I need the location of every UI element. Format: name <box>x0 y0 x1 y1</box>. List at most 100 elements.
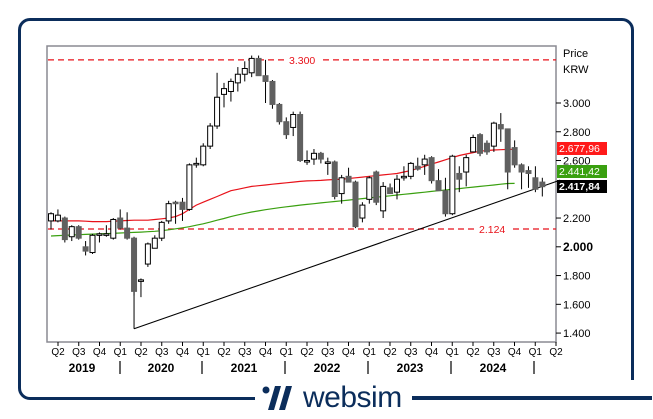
candle <box>269 80 276 105</box>
candle <box>483 142 490 153</box>
y-tick-label: 2.600 <box>563 156 591 168</box>
candle <box>539 181 546 188</box>
brand-logo: websim <box>255 380 653 416</box>
y-tick-label: 1.400 <box>563 328 591 340</box>
y-tick-label: 3.000 <box>563 98 591 110</box>
x-quarter-label: Q4 <box>342 347 356 358</box>
x-quarter-label: Q1 <box>363 347 377 358</box>
candle <box>103 233 110 236</box>
candle <box>366 177 373 200</box>
candle <box>110 218 117 239</box>
x-quarter-label: Q3 <box>155 347 169 358</box>
x-quarter-label: Q4 <box>93 347 107 358</box>
x-quarter-label: Q3 <box>487 347 501 358</box>
candle <box>435 180 442 192</box>
y-tick-label: 1.600 <box>563 299 591 311</box>
price-badge <box>557 165 607 178</box>
level-label: 2.124 <box>479 224 505 236</box>
candle <box>449 155 456 215</box>
candle <box>532 177 539 190</box>
candle <box>338 177 345 195</box>
candle <box>345 175 352 183</box>
x-quarter-label: Q4 <box>176 347 190 358</box>
candle <box>151 237 158 249</box>
y-axis: 3.000 2.800 2.600 2.200 2.000 1.800 1.600 1.400 <box>556 98 593 340</box>
y-axis-unit: KRW <box>563 64 589 76</box>
candle <box>428 157 435 182</box>
x-year-label: 2023 <box>397 361 424 375</box>
candle <box>96 233 103 236</box>
x-year-label: 2019 <box>69 361 96 375</box>
candle <box>497 124 504 130</box>
y-tick-label: 2.200 <box>563 213 591 225</box>
candle <box>131 237 138 292</box>
candle <box>255 57 262 77</box>
x-year-label: 2021 <box>231 361 258 375</box>
candle <box>380 185 387 212</box>
candle <box>48 213 54 222</box>
x-axis: Q2 Q3 Q4 Q1 Q2 Q3 Q4 Q1 Q2 Q3 Q4 Q1 Q2 Q3 Q4 Q1 Q2 Q3 Q4 Q1… <box>51 342 563 375</box>
x-quarter-label: Q1 <box>529 347 543 358</box>
candle <box>387 187 394 195</box>
price-badge <box>557 142 607 155</box>
candle <box>179 201 186 210</box>
y-tick-label: 1.800 <box>563 271 591 283</box>
candle <box>158 221 165 239</box>
candle <box>172 201 179 205</box>
candle <box>525 170 532 174</box>
candle <box>304 160 311 163</box>
candle <box>234 73 241 84</box>
candle <box>186 164 193 210</box>
x-quarter-label: Q2 <box>217 347 231 358</box>
x-quarter-label: Q2 <box>134 347 148 358</box>
candle <box>359 204 366 219</box>
candle <box>290 114 297 128</box>
ma-line <box>51 148 515 223</box>
candle <box>297 114 304 162</box>
candle <box>117 217 124 229</box>
candle <box>317 152 324 160</box>
price-badge-label: 2.441,42 <box>559 166 600 178</box>
candle <box>124 227 131 239</box>
candle <box>470 137 477 153</box>
candle <box>221 88 227 95</box>
x-quarter-label: Q4 <box>425 347 439 358</box>
candle <box>276 103 283 123</box>
candle <box>248 57 255 74</box>
candle <box>442 190 449 215</box>
candle <box>75 226 82 239</box>
candle <box>214 96 221 127</box>
y-tick-label: 2.000 <box>563 240 593 254</box>
x-year-label: 2022 <box>314 361 341 375</box>
horizontal-levels: 3.300 2.124 <box>48 55 556 236</box>
x-quarter-label: Q1 <box>446 347 460 358</box>
candle <box>89 234 96 254</box>
candle <box>463 157 470 173</box>
candle <box>504 128 511 173</box>
candle <box>456 172 463 180</box>
price-badge-label: 2.677,96 <box>559 143 600 155</box>
websim-logo-icon <box>262 386 292 410</box>
price-badge-label: 2.417,84 <box>559 181 600 193</box>
candle <box>68 226 75 238</box>
candle <box>477 134 484 154</box>
candle <box>283 121 290 136</box>
x-quarter-label: Q2 <box>51 347 65 358</box>
y-tick-label: 2.800 <box>563 127 591 139</box>
y-axis-label: Price <box>563 48 588 60</box>
x-year-label: 2024 <box>480 361 507 375</box>
price-badge <box>557 180 607 193</box>
x-quarter-label: Q4 <box>508 347 522 358</box>
candle <box>82 246 89 252</box>
x-quarter-label: Q2 <box>383 347 397 358</box>
level-label: 3.300 <box>289 55 315 67</box>
candle <box>324 161 331 164</box>
candle <box>421 158 428 166</box>
candle <box>310 152 317 160</box>
candle <box>511 147 518 166</box>
candle <box>518 164 525 173</box>
x-quarter-label: Q3 <box>238 347 252 358</box>
candle <box>165 203 172 222</box>
candle <box>144 243 151 265</box>
x-quarter-label: Q3 <box>404 347 418 358</box>
